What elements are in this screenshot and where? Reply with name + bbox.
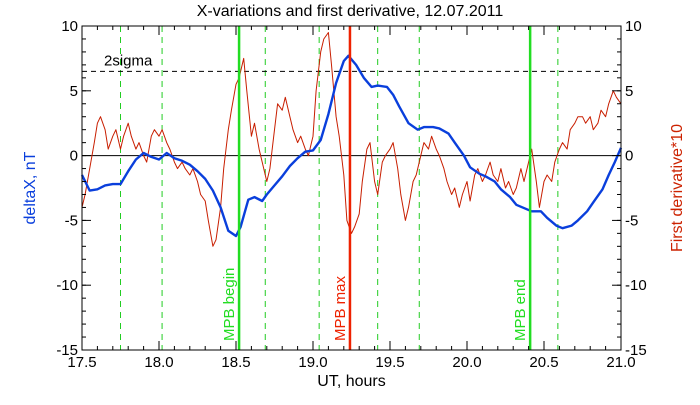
two-sigma-label: 2sigma [104, 52, 153, 69]
mpb-begin-label: MPB begin [221, 268, 238, 341]
y-tick-label-left: 10 [61, 18, 78, 35]
y-tick-label-right: 5 [625, 83, 633, 100]
event-lines: MPB begin MPB max MPB end [221, 26, 532, 350]
x-tick-label: 18.0 [144, 354, 173, 371]
mpb-max-label: MPB max [332, 275, 349, 341]
x-axis-label: UT, hours [317, 373, 385, 390]
y-axis-left-label: deltaX, nT [22, 151, 39, 224]
y-tick-label-left: 5 [70, 83, 78, 100]
y-tick-label-right: 10 [625, 18, 642, 35]
chart-title: X-variations and first derivative, 12.07… [197, 3, 504, 20]
x-tick-label: 19.5 [375, 354, 404, 371]
dashed-reference-lines [120, 26, 559, 350]
x-tick-label: 21.0 [606, 354, 635, 371]
plot-frame [81, 25, 622, 351]
y-tick-label-left: -5 [65, 212, 78, 229]
x-tick-label: 17.5 [67, 354, 96, 371]
x-tick-label: 20.5 [529, 354, 558, 371]
y-tick-label-left: -10 [56, 277, 78, 294]
derivative-series-line [81, 32, 622, 247]
y-tick-label-right: -5 [625, 212, 638, 229]
y-tick-label-right: -10 [625, 277, 647, 294]
x-tick-label: 18.5 [221, 354, 250, 371]
deltax-series-line [80, 54, 623, 238]
sigma-group: 2sigma [82, 52, 621, 72]
x-tick-label: 20.0 [452, 354, 481, 371]
y-tick-label-left: -15 [56, 342, 78, 359]
y-tick-label-right: 0 [625, 148, 633, 165]
x-tick-label: 19.0 [298, 354, 327, 371]
mpb-end-label: MPB end [512, 279, 529, 341]
y-axis-right-label: First derivative*10 [669, 124, 686, 252]
y-tick-label-right: -15 [625, 342, 647, 359]
axis-ticks: 17.5 18.0 18.5 19.0 19.5 20.0 20.5 21.0-15 -15-1… [56, 18, 646, 371]
y-tick-label-left: 0 [70, 148, 78, 165]
